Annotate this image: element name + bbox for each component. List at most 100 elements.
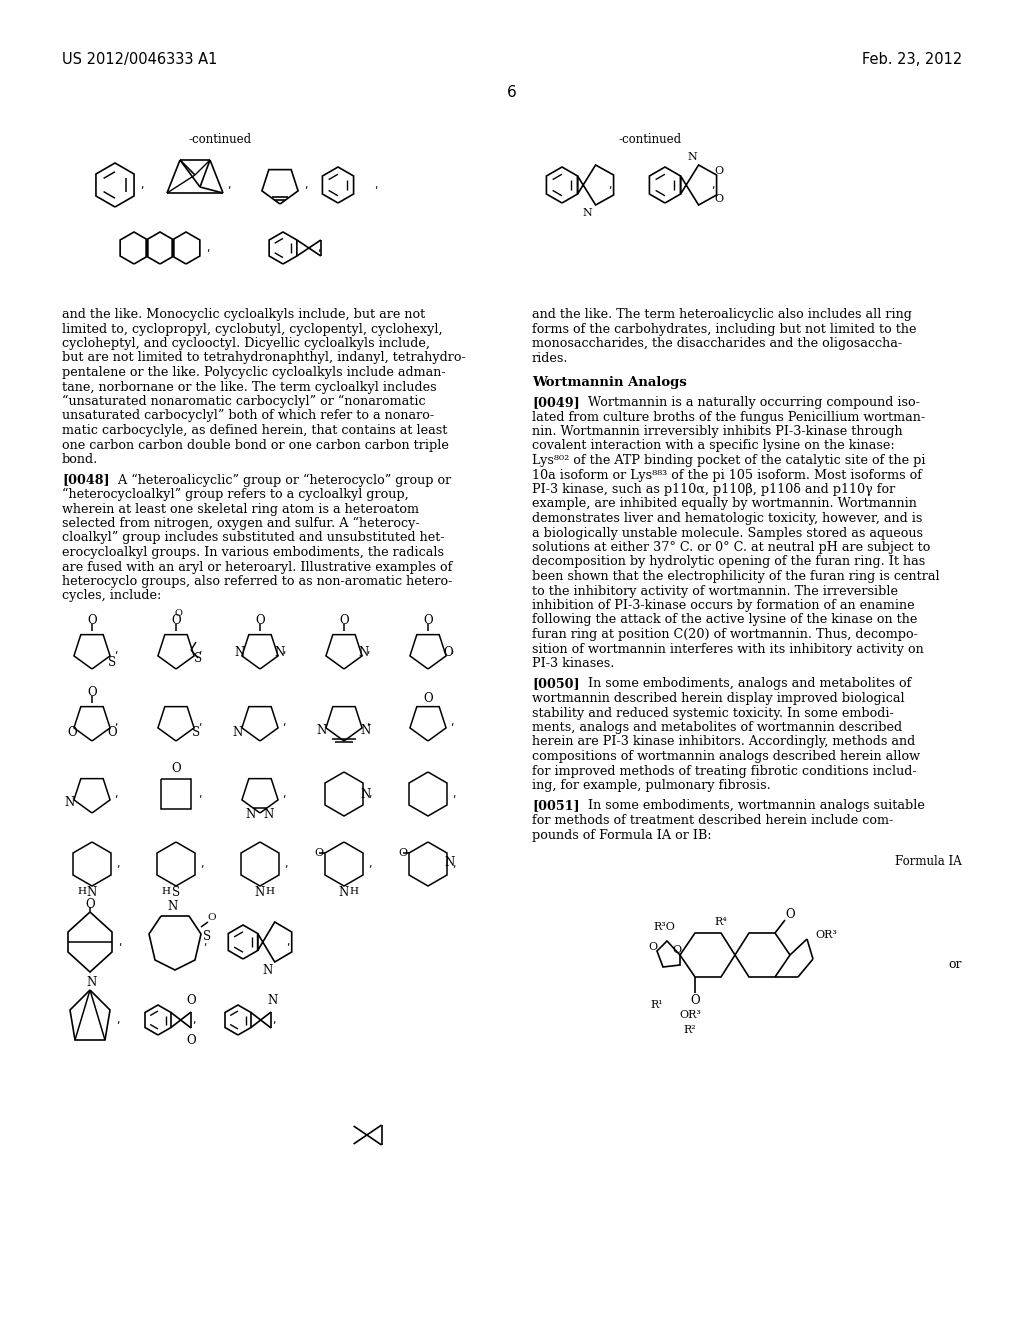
Text: In some embodiments, analogs and metabolites of: In some embodiments, analogs and metabol… xyxy=(580,677,911,690)
Text: O: O xyxy=(174,610,182,619)
Text: S: S xyxy=(108,656,116,669)
Text: pounds of Formula IA or IB:: pounds of Formula IA or IB: xyxy=(532,829,712,842)
Text: O: O xyxy=(171,762,181,775)
Text: S: S xyxy=(203,931,211,944)
Text: O: O xyxy=(255,614,265,627)
Text: ,: , xyxy=(374,180,378,190)
Text: O: O xyxy=(714,194,723,205)
Text: solutions at either 37° C. or 0° C. at neutral pH are subject to: solutions at either 37° C. or 0° C. at n… xyxy=(532,541,931,554)
Text: ,: , xyxy=(608,180,611,190)
Text: pentalene or the like. Polycyclic cycloalkyls include adman-: pentalene or the like. Polycyclic cycloa… xyxy=(62,366,445,379)
Text: sition of wortmannin interferes with its inhibitory activity on: sition of wortmannin interferes with its… xyxy=(532,643,924,656)
Text: ,: , xyxy=(116,1015,120,1026)
Text: ,: , xyxy=(114,717,118,727)
Text: [0051]: [0051] xyxy=(532,800,580,813)
Text: O: O xyxy=(186,994,196,1006)
Text: O: O xyxy=(87,685,97,698)
Text: N: N xyxy=(168,899,178,912)
Text: unsaturated carbocyclyl” both of which refer to a nonaro-: unsaturated carbocyclyl” both of which r… xyxy=(62,409,434,422)
Text: OR³: OR³ xyxy=(679,1010,701,1020)
Text: ,: , xyxy=(118,937,122,946)
Text: O: O xyxy=(108,726,117,738)
Text: wherein at least one skeletal ring atom is a heteroatom: wherein at least one skeletal ring atom … xyxy=(62,503,419,516)
Text: O: O xyxy=(314,847,324,858)
Text: O: O xyxy=(186,1034,196,1047)
Text: example, are inhibited equally by wortmannin. Wortmannin: example, are inhibited equally by wortma… xyxy=(532,498,916,511)
Text: ,: , xyxy=(284,859,288,869)
Text: S: S xyxy=(172,886,180,899)
Text: O: O xyxy=(714,166,723,176)
Text: matic carbocyclyle, as defined herein, that contains at least: matic carbocyclyle, as defined herein, t… xyxy=(62,424,447,437)
Text: O: O xyxy=(398,847,408,858)
Text: stability and reduced systemic toxicity. In some embodi-: stability and reduced systemic toxicity.… xyxy=(532,706,894,719)
Text: wortmannin described herein display improved biological: wortmannin described herein display impr… xyxy=(532,692,904,705)
Text: been shown that the electrophilicity of the furan ring is central: been shown that the electrophilicity of … xyxy=(532,570,940,583)
Text: monosaccharides, the disaccharides and the oligosaccha-: monosaccharides, the disaccharides and t… xyxy=(532,337,902,350)
Text: N: N xyxy=(87,886,97,899)
Text: N: N xyxy=(360,788,371,800)
Text: O: O xyxy=(68,726,77,738)
Text: O: O xyxy=(785,908,795,921)
Text: ,: , xyxy=(366,645,370,655)
Text: N: N xyxy=(316,723,327,737)
Text: N: N xyxy=(274,647,285,660)
Text: ments, analogs and metabolites of wortmannin described: ments, analogs and metabolites of wortma… xyxy=(532,721,902,734)
Text: ,: , xyxy=(227,180,230,190)
Text: a biologically unstable molecule. Samples stored as aqueous: a biologically unstable molecule. Sample… xyxy=(532,527,923,540)
Text: O: O xyxy=(648,942,657,952)
Text: are fused with an aryl or heteroaryl. Illustrative examples of: are fused with an aryl or heteroaryl. Il… xyxy=(62,561,453,573)
Text: ,: , xyxy=(114,645,118,655)
Text: Lys⁸⁰² of the ATP binding pocket of the catalytic site of the pi: Lys⁸⁰² of the ATP binding pocket of the … xyxy=(532,454,926,467)
Text: ,: , xyxy=(206,243,210,253)
Text: herein are PI-3 kinase inhibitors. Accordingly, methods and: herein are PI-3 kinase inhibitors. Accor… xyxy=(532,735,915,748)
Text: ing, for example, pulmonary fibrosis.: ing, for example, pulmonary fibrosis. xyxy=(532,779,771,792)
Text: cycles, include:: cycles, include: xyxy=(62,590,162,602)
Text: compositions of wortmannin analogs described herein allow: compositions of wortmannin analogs descr… xyxy=(532,750,920,763)
Text: ,: , xyxy=(282,717,286,727)
Text: decomposition by hydrolytic opening of the furan ring. It has: decomposition by hydrolytic opening of t… xyxy=(532,556,926,569)
Text: ,: , xyxy=(282,645,286,655)
Text: OR³: OR³ xyxy=(815,931,837,940)
Text: 6: 6 xyxy=(507,84,517,100)
Text: cloalkyl” group includes substituted and unsubstituted het-: cloalkyl” group includes substituted and… xyxy=(62,532,444,544)
Text: O: O xyxy=(443,647,453,660)
Text: but are not limited to tetrahydronaphthyl, indanyl, tetrahydro-: but are not limited to tetrahydronaphthy… xyxy=(62,351,466,364)
Text: ,: , xyxy=(366,717,370,727)
Text: In some embodiments, wortmannin analogs suitable: In some embodiments, wortmannin analogs … xyxy=(580,800,925,813)
Text: N: N xyxy=(339,886,349,899)
Text: N: N xyxy=(268,994,279,1006)
Text: H: H xyxy=(265,887,274,896)
Text: ,: , xyxy=(286,937,290,946)
Text: -continued: -continued xyxy=(188,133,252,147)
Text: and the like. The term heteroalicyclic also includes all ring: and the like. The term heteroalicyclic a… xyxy=(532,308,912,321)
Text: S: S xyxy=(191,726,200,738)
Text: Feb. 23, 2012: Feb. 23, 2012 xyxy=(862,51,962,67)
Text: O: O xyxy=(423,692,433,705)
Text: ,: , xyxy=(114,789,118,799)
Text: ,: , xyxy=(193,1015,196,1026)
Text: N: N xyxy=(232,726,243,738)
Text: ,: , xyxy=(711,180,715,190)
Text: “unsaturated nonaromatic carbocyclyl” or “nonaromatic: “unsaturated nonaromatic carbocyclyl” or… xyxy=(62,395,426,408)
Text: R³O: R³O xyxy=(653,921,675,932)
Text: Formula IA: Formula IA xyxy=(895,855,962,869)
Text: ,: , xyxy=(450,717,454,727)
Text: inhibition of PI-3-kinase occurs by formation of an enamine: inhibition of PI-3-kinase occurs by form… xyxy=(532,599,914,612)
Text: H: H xyxy=(162,887,171,896)
Text: N: N xyxy=(65,796,75,808)
Text: ,: , xyxy=(272,1015,275,1026)
Text: demonstrates liver and hematologic toxicity, however, and is: demonstrates liver and hematologic toxic… xyxy=(532,512,923,525)
Text: ,: , xyxy=(452,859,456,869)
Text: R²: R² xyxy=(684,1026,696,1035)
Text: ,: , xyxy=(198,717,202,727)
Text: covalent interaction with a specific lysine on the kinase:: covalent interaction with a specific lys… xyxy=(532,440,895,453)
Text: ,: , xyxy=(140,180,143,190)
Text: ,: , xyxy=(452,789,456,799)
Text: N: N xyxy=(87,975,97,989)
Text: -continued: -continued xyxy=(618,133,682,147)
Text: ,: , xyxy=(200,859,204,869)
Text: erocycloalkyl groups. In various embodiments, the radicals: erocycloalkyl groups. In various embodim… xyxy=(62,546,444,558)
Text: bond.: bond. xyxy=(62,453,98,466)
Text: selected from nitrogen, oxygen and sulfur. A “heterocy-: selected from nitrogen, oxygen and sulfu… xyxy=(62,517,420,531)
Text: O: O xyxy=(690,994,699,1007)
